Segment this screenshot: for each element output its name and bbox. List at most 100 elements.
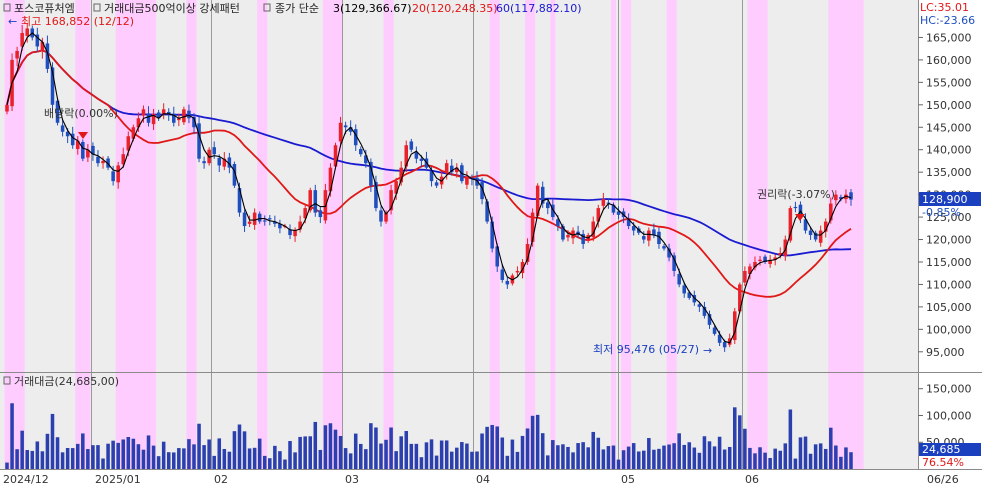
candle — [707, 310, 712, 329]
candle-body — [768, 259, 772, 265]
candle-body — [91, 145, 95, 155]
volume-bar — [591, 431, 596, 469]
candle-body — [505, 280, 510, 285]
candle-body — [722, 341, 727, 348]
candle — [712, 325, 717, 336]
candle — [166, 108, 171, 121]
candle-body — [682, 285, 686, 294]
candle-body — [702, 306, 707, 316]
candle — [455, 163, 459, 178]
candle-body — [5, 104, 9, 112]
candle — [136, 112, 141, 133]
candle-body — [495, 246, 499, 267]
candle — [409, 138, 414, 153]
candle-body — [364, 155, 368, 164]
ma-type-label[interactable]: 종가 단순 — [275, 2, 319, 15]
candle-body — [65, 131, 70, 137]
candle-body — [303, 208, 307, 219]
volume-bar — [743, 428, 747, 469]
candle-body — [70, 133, 75, 146]
candle-body — [177, 118, 181, 121]
candle-body — [793, 206, 798, 209]
volume-bar — [252, 447, 257, 469]
volume-bar — [505, 455, 510, 469]
candle — [404, 140, 409, 172]
highlight-band — [322, 0, 344, 469]
candle-body — [849, 192, 853, 200]
candle — [788, 205, 793, 243]
candle — [333, 142, 338, 169]
highlight-band — [550, 0, 556, 469]
candle-body — [192, 116, 196, 128]
volume-bar — [702, 436, 707, 469]
volume-bar — [101, 458, 105, 469]
candle-body — [353, 129, 358, 146]
candle — [525, 238, 530, 265]
volume-bar — [839, 456, 843, 469]
candle — [60, 119, 65, 137]
candle-body — [475, 177, 479, 186]
volume-bar — [106, 443, 110, 469]
candle — [768, 255, 772, 268]
volume-bar — [808, 453, 813, 469]
candle — [151, 108, 156, 130]
candle-body — [333, 145, 338, 167]
highlight-band — [621, 0, 632, 469]
candle — [505, 277, 510, 289]
candle — [515, 266, 520, 277]
volume-bar — [404, 431, 409, 469]
candle-body — [359, 149, 363, 155]
price-tick-label: 160,000 — [926, 54, 972, 67]
arrow-right-icon: → — [703, 344, 712, 357]
volume-bar — [394, 451, 398, 469]
candle — [50, 62, 55, 111]
volume-bar — [485, 426, 489, 469]
price-tick-label: 105,000 — [926, 301, 972, 314]
volume-bar — [348, 453, 353, 469]
candle-body — [273, 221, 277, 224]
candle — [141, 105, 146, 123]
price-tick-label: 95,000 — [926, 346, 965, 359]
volume-tick-label: 150,000 — [926, 383, 972, 396]
candle-body — [252, 212, 257, 225]
candle-body — [172, 113, 176, 123]
volume-bar — [611, 445, 616, 469]
candle-body — [369, 161, 373, 186]
candle-body — [591, 221, 596, 238]
volume-bar — [338, 436, 343, 469]
candle-body — [379, 210, 383, 222]
candle-body — [692, 295, 697, 303]
volume-bar — [212, 455, 216, 469]
volume-bar — [217, 438, 222, 469]
volume-bar — [642, 450, 646, 469]
candle-body — [611, 204, 616, 213]
candle-body — [581, 233, 585, 245]
volume-bar — [495, 426, 499, 469]
volume-bar — [556, 445, 560, 469]
volume-bar — [5, 462, 9, 469]
volume-bar — [798, 437, 803, 469]
candle — [91, 142, 95, 161]
candle — [268, 215, 272, 226]
candle-body — [20, 32, 24, 47]
condition-label[interactable]: 거래대금500억이상 강세패턴 — [104, 2, 240, 15]
volume-bar — [86, 449, 90, 469]
candle — [808, 226, 813, 240]
volume-bar — [65, 448, 70, 469]
candle-body — [788, 208, 793, 241]
candle — [732, 307, 737, 345]
candle-body — [657, 231, 661, 245]
stock-name[interactable]: 포스코퓨처엠 — [14, 2, 75, 15]
candle-body — [500, 269, 505, 280]
volume-bar — [111, 440, 115, 469]
candle-body — [35, 34, 40, 47]
candle — [748, 263, 752, 280]
candle — [20, 25, 24, 51]
candle-body — [823, 221, 828, 232]
candle-body — [672, 255, 676, 271]
candle-body — [530, 212, 535, 242]
volume-bar — [81, 433, 85, 469]
volume-bar — [202, 445, 206, 469]
hc-label: HC:-23.66 — [920, 14, 975, 27]
